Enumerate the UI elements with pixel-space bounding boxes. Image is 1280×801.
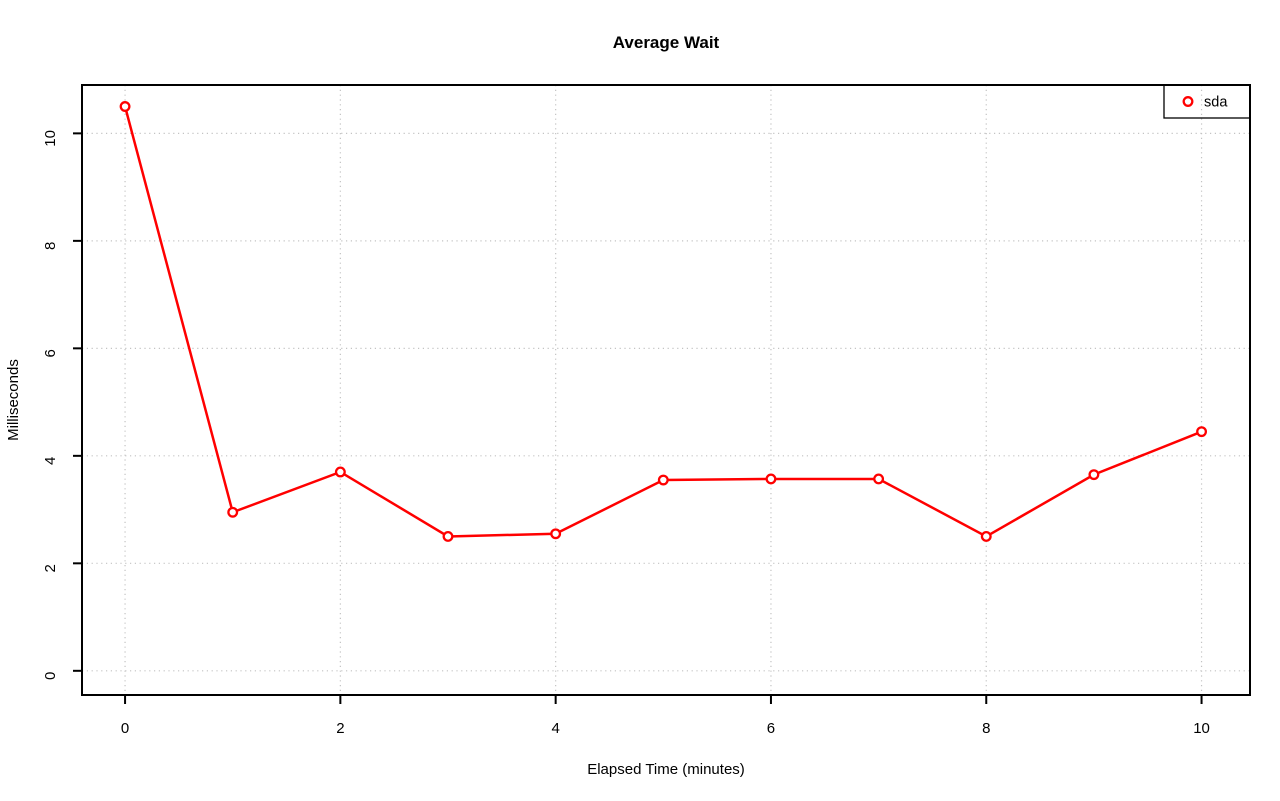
legend-label: sda xyxy=(1204,95,1228,111)
data-point-marker xyxy=(873,473,885,485)
y-tick-label: 4 xyxy=(42,457,59,465)
y-tick-label: 8 xyxy=(42,242,59,250)
plot-border xyxy=(81,84,1251,696)
chart-title: Average Wait xyxy=(612,33,720,52)
data-point-marker xyxy=(1196,426,1208,438)
y-tick-label: 0 xyxy=(42,672,59,680)
data-point-marker xyxy=(550,528,562,540)
data-point-marker xyxy=(227,506,239,518)
x-tick-label: 0 xyxy=(121,720,129,737)
x-tick-label: 4 xyxy=(551,720,559,737)
legend-box xyxy=(1163,84,1251,119)
x-tick-label: 2 xyxy=(336,720,344,737)
x-tick-label: 8 xyxy=(982,720,990,737)
y-tick-label: 2 xyxy=(42,564,59,572)
legend-marker-icon xyxy=(1182,96,1194,107)
data-point-marker xyxy=(657,474,669,486)
data-point-marker xyxy=(334,466,346,478)
data-point-marker xyxy=(1088,469,1100,481)
x-tick-label: 10 xyxy=(1193,720,1210,737)
data-point-marker xyxy=(119,101,131,112)
y-tick-label: 10 xyxy=(42,130,59,147)
x-tick-label: 6 xyxy=(767,720,775,737)
x-axis-label: Elapsed Time (minutes) xyxy=(587,761,745,778)
data-point-marker xyxy=(765,473,777,485)
data-point-marker xyxy=(980,531,992,542)
y-tick-label: 6 xyxy=(42,349,59,357)
series-line-sda xyxy=(123,105,1203,538)
data-point-marker xyxy=(442,531,454,542)
